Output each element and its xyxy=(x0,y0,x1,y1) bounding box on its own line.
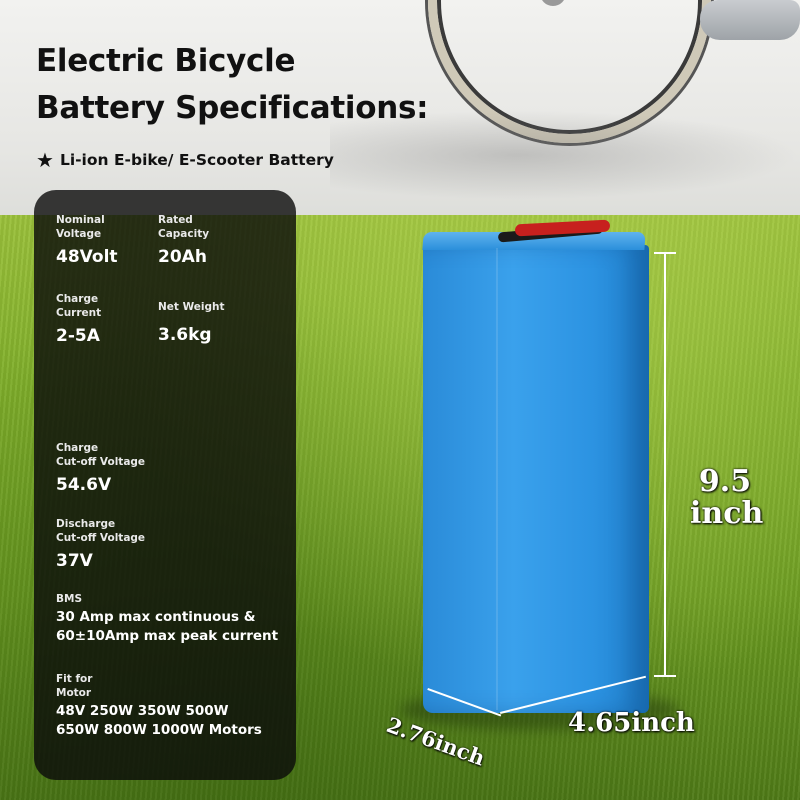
spec-charge-current: Charge Current 2-5A xyxy=(56,292,101,347)
spec-value: 30 Amp max continuous & 60±10Amp max pea… xyxy=(56,609,279,644)
spec-value: 48V 250W 350W 500W 650W 800W 1000W Motor… xyxy=(56,703,262,738)
height-number: 9.5 xyxy=(698,464,752,499)
spec-rated-capacity: Rated Capacity 20Ah xyxy=(158,213,209,268)
spec-value: 2-5A xyxy=(56,326,100,346)
spec-value: 3.6kg xyxy=(158,325,212,345)
battery-pack-image xyxy=(423,245,649,713)
bicycle-shadow xyxy=(330,110,800,200)
page-title: Electric Bicycle Battery Specifications: xyxy=(36,38,429,132)
spec-label: Net Weight xyxy=(158,301,225,313)
height-dimension-label: 9.5 inch xyxy=(690,464,764,531)
star-icon: ★ xyxy=(36,148,54,172)
height-dimension-tick-top xyxy=(654,252,676,254)
wheel-hub-image xyxy=(540,0,566,6)
spec-label: Charge Cut-off Voltage xyxy=(56,442,146,468)
battery-edge-highlight xyxy=(496,248,498,710)
spec-bms: BMS 30 Amp max continuous & 60±10Amp max… xyxy=(56,592,278,646)
spec-label: Rated Capacity xyxy=(158,214,210,240)
spec-value: 54.6V xyxy=(56,475,112,495)
spec-label: BMS xyxy=(56,593,83,605)
spec-discharge-cutoff: Discharge Cut-off Voltage 37V xyxy=(56,517,145,572)
shoe-image xyxy=(700,0,800,40)
subtitle-text: Li-ion E-bike/ E-Scooter Battery xyxy=(59,151,334,169)
spec-label: Discharge Cut-off Voltage xyxy=(56,518,146,544)
spec-label: Nominal Voltage xyxy=(56,214,105,240)
spec-value: 37V xyxy=(56,551,93,571)
height-unit: inch xyxy=(690,496,764,531)
title-line-1: Electric Bicycle xyxy=(36,43,296,79)
width-dimension-label: 4.65inch xyxy=(568,708,695,738)
height-dimension-tick-bottom xyxy=(654,675,676,677)
spec-nominal-voltage: Nominal Voltage 48Volt xyxy=(56,213,118,268)
spec-label: Fit for Motor xyxy=(56,673,93,699)
spec-panel xyxy=(34,190,296,780)
spec-value: 20Ah xyxy=(158,247,207,267)
subtitle: ★ Li-ion E-bike/ E-Scooter Battery xyxy=(36,148,334,172)
title-line-2: Battery Specifications: xyxy=(36,90,429,126)
spec-fit-for-motor: Fit for Motor 48V 250W 350W 500W 650W 80… xyxy=(56,672,262,740)
spec-label: Charge Current xyxy=(56,293,102,319)
spec-value: 48Volt xyxy=(56,247,118,267)
height-dimension-line xyxy=(664,252,666,676)
spec-charge-cutoff: Charge Cut-off Voltage 54.6V xyxy=(56,441,145,496)
spec-net-weight: Net Weight 3.6kg xyxy=(158,300,225,346)
